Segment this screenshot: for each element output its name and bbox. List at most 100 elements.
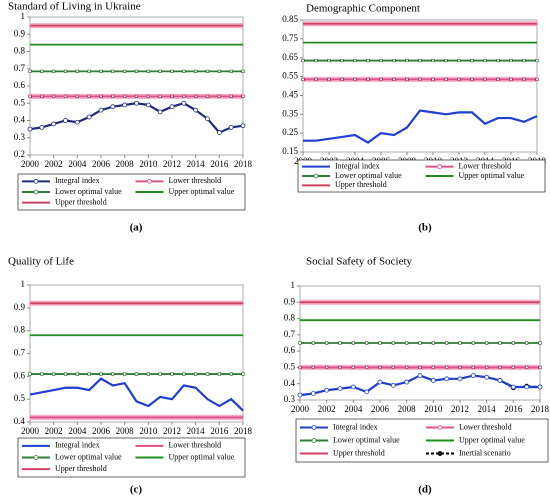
y-tick-label: 0.35 (282, 108, 298, 118)
point (445, 341, 449, 345)
point (405, 77, 409, 81)
point (311, 341, 315, 345)
point (324, 387, 330, 393)
point (86, 114, 92, 120)
point (538, 365, 542, 370)
point (311, 365, 315, 370)
legend-label: Lower threshold (169, 176, 222, 185)
point (484, 374, 490, 380)
y-tick-label: 0.7 (284, 329, 296, 339)
point (75, 372, 79, 376)
point (216, 130, 222, 135)
legend-frame (295, 418, 549, 463)
point (457, 376, 463, 382)
point (194, 94, 198, 98)
point (228, 125, 234, 130)
legend-label: Integral index (55, 441, 100, 450)
y-tick-label: 0.25 (282, 127, 298, 137)
series-line (29, 102, 244, 134)
y-tick-label: 0.4 (14, 416, 26, 426)
point (241, 69, 245, 73)
point (377, 379, 383, 385)
legend-marker (147, 178, 152, 184)
point (87, 372, 91, 376)
legend-marker (33, 189, 39, 195)
point (27, 126, 33, 132)
legend-marker (311, 425, 317, 430)
point (158, 69, 162, 73)
series-line (299, 374, 540, 397)
y-tick-label: 0.8 (14, 46, 26, 56)
y-tick-label: 0.9 (284, 296, 296, 306)
point (457, 58, 461, 63)
x-tick-label: 2004 (68, 426, 87, 436)
point (405, 341, 409, 345)
point (134, 100, 139, 106)
point (522, 58, 526, 63)
point (392, 58, 396, 63)
point (511, 365, 515, 370)
point (99, 94, 103, 98)
legend-frame (297, 159, 546, 193)
point (365, 365, 369, 370)
point (538, 341, 542, 345)
x-tick-label: 2008 (116, 426, 135, 436)
panel-label: (b) (418, 222, 432, 234)
x-tick-label: 2000 (21, 159, 40, 169)
chart-title: Social Safety of Society (306, 256, 413, 268)
point (98, 107, 104, 113)
point (444, 58, 448, 63)
point (457, 77, 461, 81)
point (229, 69, 233, 73)
point (535, 77, 539, 81)
point (378, 365, 382, 370)
legend-label: Inertial scenario (459, 448, 511, 457)
y-tick-label: 1 (21, 279, 26, 289)
legend-label: Lower optimal value (55, 452, 122, 461)
legend-label: Upper threshold (55, 464, 107, 473)
y-tick-label: 0.4 (284, 378, 296, 388)
x-tick-label: 2012 (451, 404, 469, 414)
legend-marker (437, 164, 442, 170)
legend-label: Upper threshold (55, 197, 107, 206)
point (28, 69, 32, 73)
point (444, 376, 450, 382)
legend-marker (313, 173, 319, 179)
plot-frame (29, 16, 244, 156)
point (75, 69, 79, 73)
point (28, 94, 32, 98)
point (123, 94, 127, 98)
point (325, 365, 329, 370)
plot-frame (302, 19, 538, 153)
point (404, 379, 410, 385)
point (431, 365, 435, 370)
point (431, 341, 435, 345)
legend-label: Upper optimal value (459, 171, 525, 180)
x-tick-label: 2002 (45, 426, 63, 436)
point (337, 386, 343, 392)
point (470, 58, 474, 63)
point (314, 77, 318, 81)
point (417, 373, 423, 378)
point (431, 58, 435, 63)
legend-frame (17, 173, 246, 211)
y-tick-label: 0.65 (282, 52, 298, 62)
point (169, 104, 175, 110)
point (134, 69, 139, 73)
point (405, 365, 409, 370)
point (535, 58, 539, 63)
point (310, 391, 316, 396)
x-tick-label: 2014 (187, 426, 206, 436)
point (241, 94, 245, 98)
y-tick-label: 0.45 (282, 89, 298, 99)
point (122, 102, 128, 108)
point (134, 372, 139, 376)
point (87, 94, 91, 98)
y-tick-label: 0.3 (14, 132, 26, 142)
series-line (303, 109, 538, 144)
legend-label: Integral index (335, 161, 380, 170)
point (366, 58, 370, 63)
y-tick-label: 0.9 (14, 302, 26, 312)
point (298, 341, 302, 345)
point (301, 77, 305, 81)
